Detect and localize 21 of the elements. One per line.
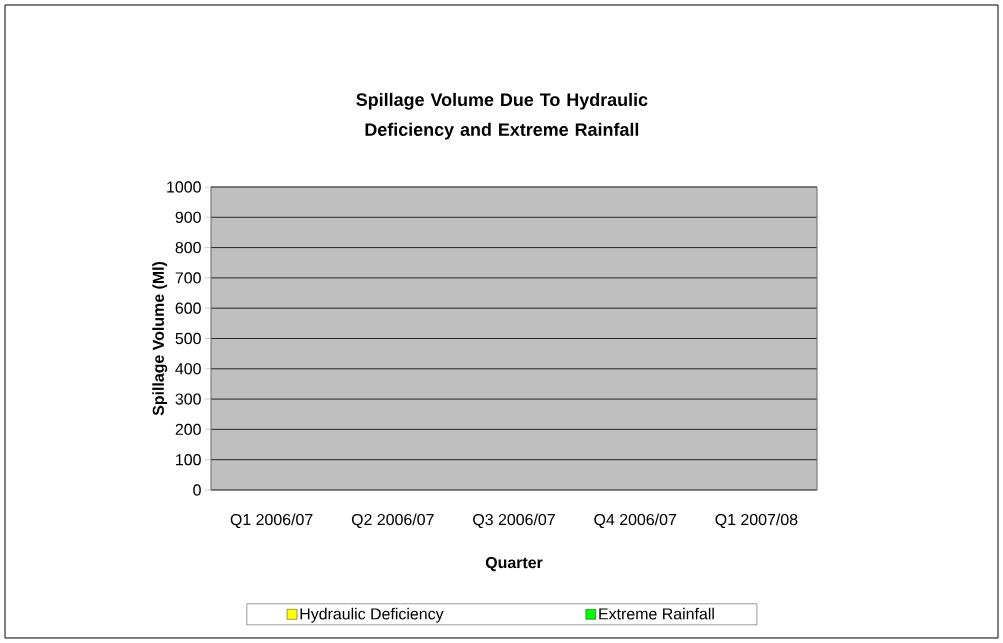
legend-label: Hydraulic Deficiency: [300, 607, 444, 623]
y-tick-label: 400: [175, 363, 201, 375]
y-tick-label: 100: [176, 454, 201, 466]
y-tick-label: 300: [175, 393, 201, 405]
x-tick-label: Q2 2006/07: [351, 513, 434, 529]
y-tick-label: 200: [175, 423, 201, 436]
y-tick-label: 1000: [167, 181, 201, 193]
legend-label: Extreme Rainfall: [599, 607, 714, 620]
x-tick-label: Q1 2006/07: [230, 513, 313, 529]
x-tick-label: Q1 2007/08: [715, 513, 798, 529]
x-tick-label: Q4 2006/07: [594, 513, 677, 529]
y-tick-label: 700: [175, 272, 201, 284]
y-axis-title: Spillage Volume (Ml): [152, 261, 168, 416]
y-tick-label: 800: [175, 241, 201, 254]
x-tick-label: Q3 2006/07: [473, 513, 555, 529]
chart-title: Spillage Volume Due To Hydraulic Deficiency and Extreme Rainfall: [356, 92, 648, 140]
y-tick-label: 500: [175, 332, 201, 345]
y-tick-label: 0: [193, 484, 201, 496]
y-tick-label: 900: [175, 211, 201, 223]
x-axis-title: Quarter: [485, 556, 543, 572]
y-tick-label: 600: [175, 302, 201, 314]
